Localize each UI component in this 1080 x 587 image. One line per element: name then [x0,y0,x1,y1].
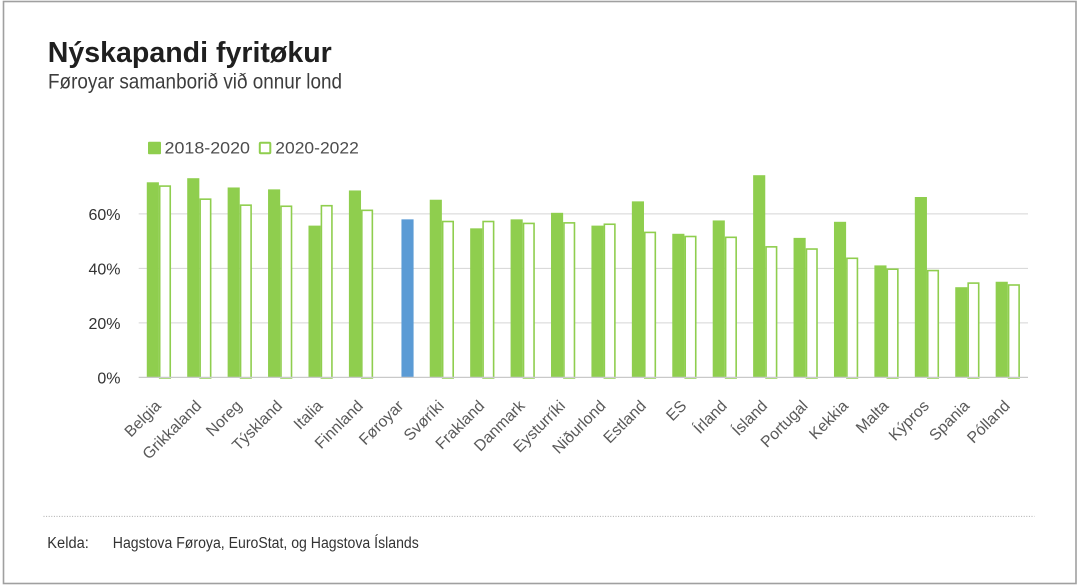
svg-text:Nýskapandi fyritøkur: Nýskapandi fyritøkur [48,37,332,69]
svg-text:40%: 40% [88,261,120,278]
svg-text:Kelda:: Kelda: [47,535,89,552]
svg-text:60%: 60% [88,207,120,224]
svg-text:20%: 20% [88,316,120,333]
svg-text:Hagstova Føroya, EuroStat, og: Hagstova Føroya, EuroStat, og Hagstova Í… [113,535,419,552]
svg-text:0%: 0% [97,370,120,387]
svg-text:Føroyar samanborið við onnur l: Føroyar samanborið við onnur lond [48,71,342,94]
svg-text:2018-2020: 2018-2020 [165,139,251,157]
svg-text:2020-2022: 2020-2022 [275,139,359,157]
